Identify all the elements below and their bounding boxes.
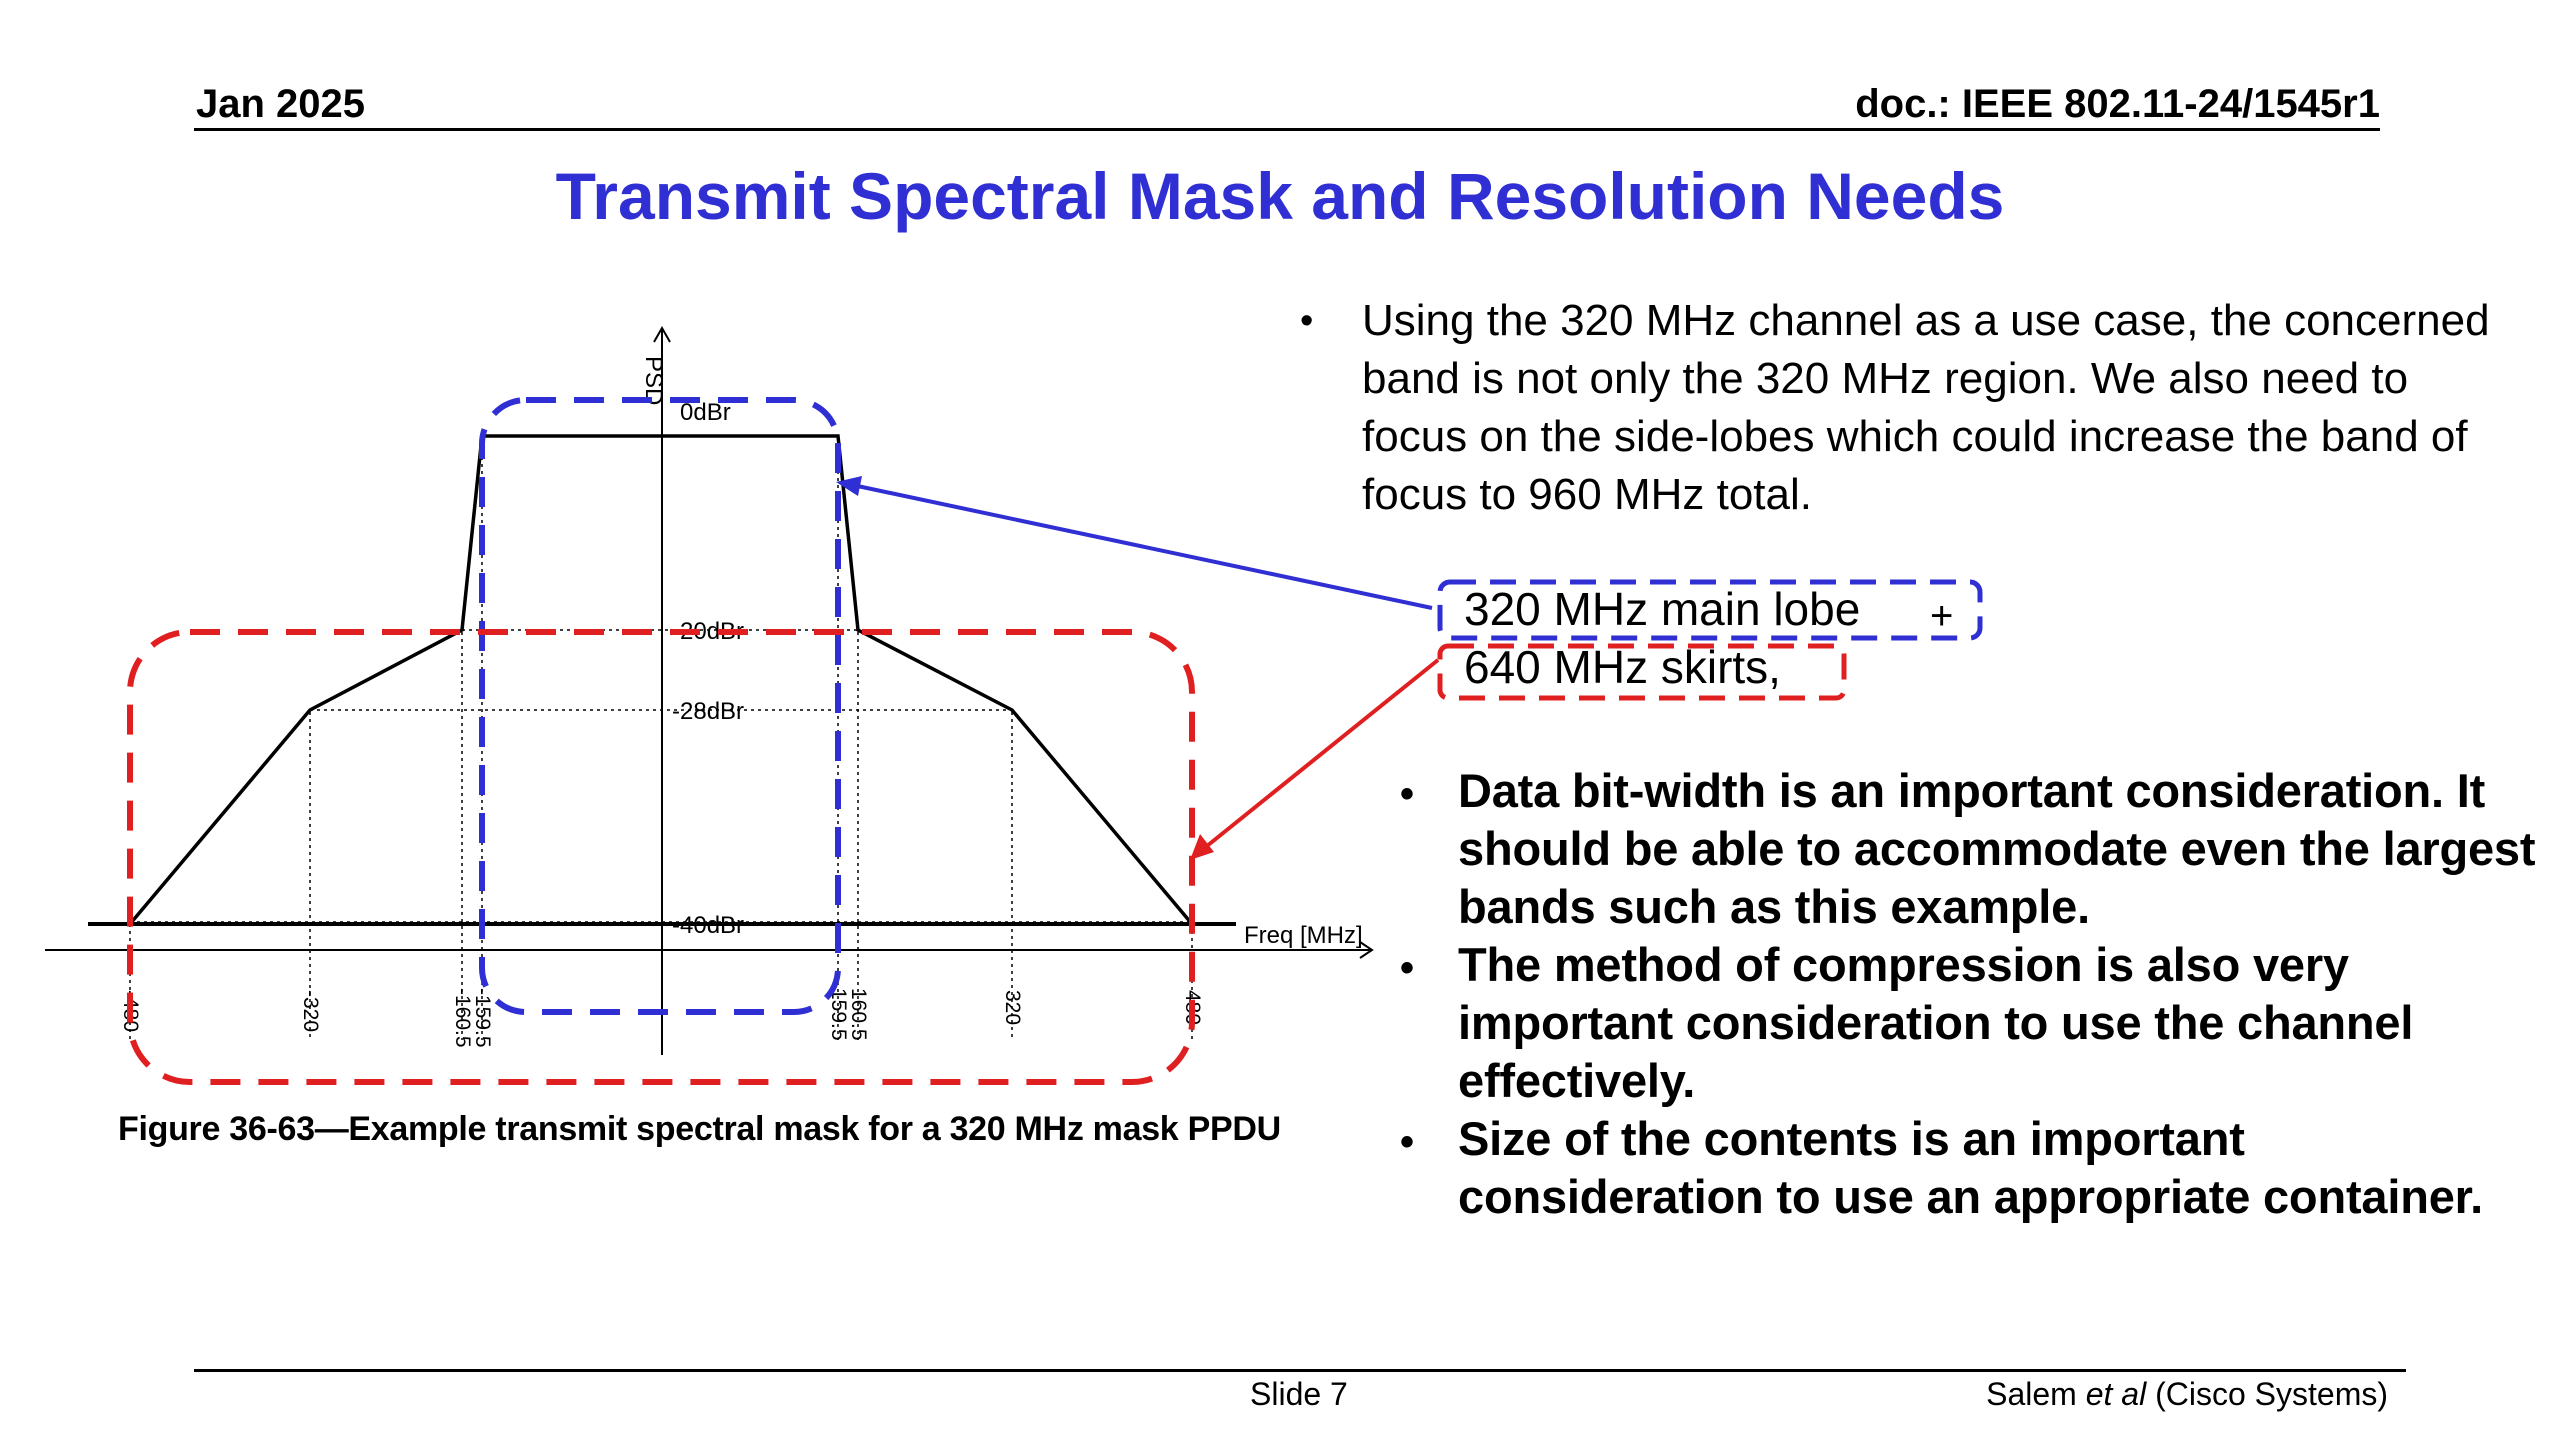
skirts-arrow (1200, 658, 1440, 852)
skirts-callout: 640 MHz skirts, (1464, 641, 1781, 693)
bullet-bit-width: Data bit-width is an important considera… (1458, 764, 2536, 933)
slide-number: Slide 7 (1250, 1376, 1348, 1412)
callout-plus: + (1930, 594, 1954, 638)
tick-label: 320 (1001, 990, 1024, 1025)
level-label-0dbr: 0dBr (680, 399, 731, 426)
skirts-callout-box (1437, 643, 1847, 701)
slide-title: Transmit Spectral Mask and Resolution Ne… (555, 159, 2005, 233)
author-affiliation: (Cisco Systems) (2146, 1376, 2388, 1412)
level-label-28dbr: -28dBr (672, 698, 744, 725)
tick-label: -159.5 (471, 988, 494, 1048)
tick-label: -160.5 (451, 988, 474, 1048)
footer-rule (194, 1369, 2406, 1372)
header-doc-id: doc.: IEEE 802.11-24/1545r1 (1855, 82, 2380, 126)
bullet-dot: • (1400, 1120, 1415, 1164)
main-lobe-arrow (847, 482, 1433, 610)
spectral-mask-curve (128, 434, 1194, 926)
tick-label: 160.5 (847, 988, 870, 1041)
psd-axis-arrow (653, 325, 671, 343)
main-lobe-arrowhead (836, 476, 862, 496)
intro-paragraph: Using the 320 MHz channel as a use case,… (1362, 296, 2490, 519)
author-name: Salem (1986, 1376, 2086, 1412)
main-lobe-callout-box (1437, 579, 1983, 641)
header-rule (194, 128, 2380, 131)
freq-axis-arrow (1359, 941, 1374, 959)
figure-caption: Figure 36-63—Example transmit spectral m… (118, 1110, 1281, 1148)
bullet-dot: • (1400, 772, 1415, 816)
author-et-al: et al (2085, 1376, 2147, 1412)
tick-label: 159.5 (827, 988, 850, 1041)
freq-axis-label: Freq [MHz] (1244, 922, 1363, 949)
bullet-dot: • (1400, 946, 1415, 990)
main-lobe-callout: 320 MHz main lobe (1464, 583, 1861, 635)
main-lobe-box (479, 397, 841, 1015)
skirts-arrowhead (1190, 834, 1214, 860)
header-date: Jan 2025 (196, 82, 366, 126)
tick-label: -320 (299, 990, 322, 1032)
level-label-40dbr: -40dBr (672, 912, 744, 939)
bullet-content-size: Size of the contents is an important con… (1458, 1112, 2484, 1223)
bullet-compression: The method of compression is also very i… (1458, 938, 2414, 1107)
footer-authors: Salem et al (Cisco Systems) (1986, 1376, 2388, 1413)
bullet-dot: • (1300, 300, 1314, 342)
